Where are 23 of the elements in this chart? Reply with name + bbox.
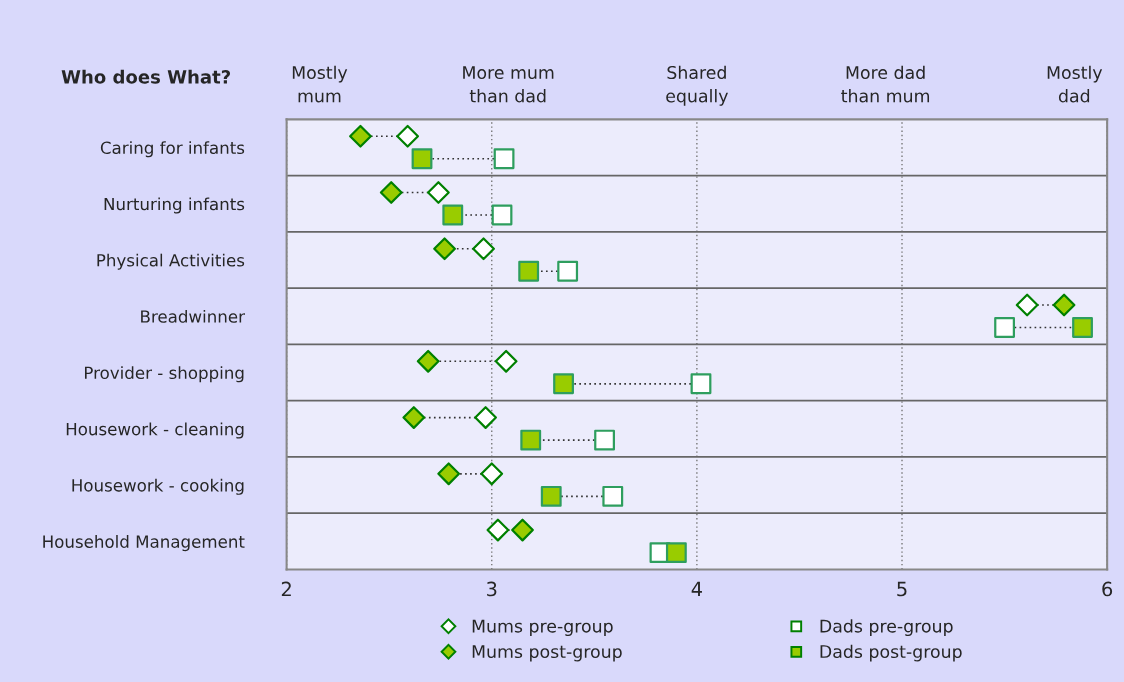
text: Mostly mum [292, 65, 348, 103]
y-tick-label: Housework - cooking [72, 478, 244, 495]
y-tick-label: Caring for infants [100, 141, 245, 158]
y-tick-label: Provider - shopping [84, 366, 244, 383]
y-tick-label: Household Management [43, 535, 245, 552]
x-tick-label: 5 [897, 581, 907, 597]
legend-label: Mums post-group [472, 645, 622, 662]
legend-label: Dads post-group [820, 644, 962, 662]
x-tick-label: 6 [1102, 581, 1113, 597]
x-tick-label: 3 [487, 581, 497, 597]
x-tick-label: 4 [691, 581, 702, 597]
legend-label: Mums pre-group [472, 619, 613, 636]
y-tick-label: Breadwinner [141, 309, 245, 323]
text: Shared equally [666, 65, 728, 106]
legend-label: Dads pre-group [820, 619, 953, 636]
y-tick-label: Nurturing infants [104, 197, 245, 214]
y-tick-label: Housework - cleaning [66, 422, 244, 439]
x-tick-label: 2 [281, 581, 291, 597]
chart-title: Who does What? [61, 69, 231, 84]
text: Mostly dad [1047, 65, 1103, 103]
text: More mum than dad [463, 66, 554, 103]
text: More dad than mum [841, 65, 930, 103]
y-tick-label: Physical Activities [97, 253, 245, 270]
